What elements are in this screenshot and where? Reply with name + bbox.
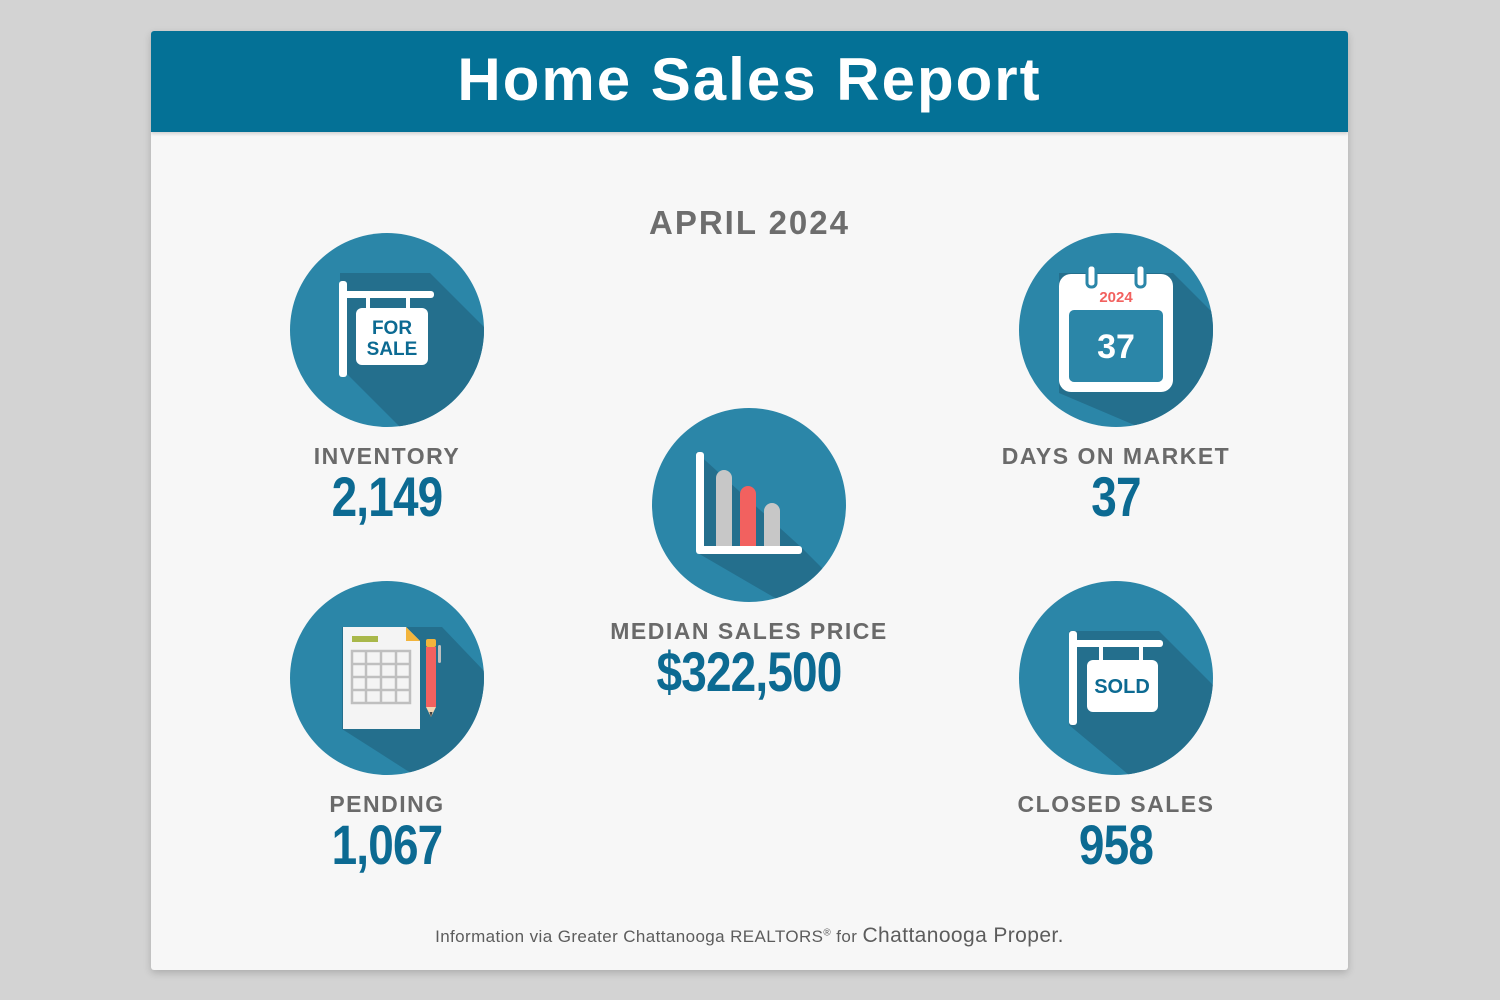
stat-closed-sales: SOLD CLOSED SALES 958: [936, 581, 1296, 876]
sign-text-sale: SALE: [367, 339, 418, 360]
report-period: APRIL 2024: [649, 204, 850, 241]
stat-median-sales-price: MEDIAN SALES PRICE $322,500: [569, 408, 929, 703]
stat-pending: PENDING 1,067: [207, 581, 567, 876]
stat-days-on-market: 2024 37 DAYS ON MARKET 37: [936, 233, 1296, 528]
calendar-day: 37: [1097, 328, 1135, 366]
page-title: Home Sales Report: [457, 46, 1042, 113]
pending-label: PENDING: [329, 791, 445, 817]
sign-text-sold: SOLD: [1094, 676, 1150, 698]
inventory-value: 2,149: [331, 465, 444, 528]
report-card: Home Sales Report APRIL 2024 FOR SALE IN…: [151, 31, 1348, 970]
spreadsheet-pencil-icon: [290, 581, 484, 775]
median-sales-price-label: MEDIAN SALES PRICE: [610, 618, 888, 644]
days-on-market-value: 37: [1091, 465, 1141, 528]
sign-text-for: FOR: [372, 318, 412, 339]
calendar-year: 2024: [1099, 289, 1133, 306]
closed-sales-label: CLOSED SALES: [1017, 791, 1215, 817]
source-footer: Information via Greater Chattanooga REAL…: [151, 924, 1348, 948]
calendar-icon: 2024 37: [1019, 233, 1213, 427]
inventory-label: INVENTORY: [313, 443, 461, 469]
header-bar: Home Sales Report: [151, 31, 1348, 132]
closed-sales-value: 958: [1078, 813, 1154, 876]
stat-inventory: FOR SALE INVENTORY 2,149: [207, 233, 567, 528]
footer-place: Chattanooga Proper.: [862, 924, 1064, 947]
footer-connector: for: [831, 927, 863, 946]
for-sale-sign-icon: FOR SALE: [290, 233, 484, 427]
footer-text: Information via Greater Chattanooga REAL…: [435, 927, 824, 946]
registered-mark: ®: [823, 927, 832, 939]
median-sales-price-value: $322,500: [656, 640, 843, 703]
bar-chart-icon: [652, 408, 846, 602]
days-on-market-label: DAYS ON MARKET: [1001, 443, 1231, 469]
sold-sign-icon: SOLD: [1019, 581, 1213, 775]
pending-value: 1,067: [331, 813, 444, 876]
